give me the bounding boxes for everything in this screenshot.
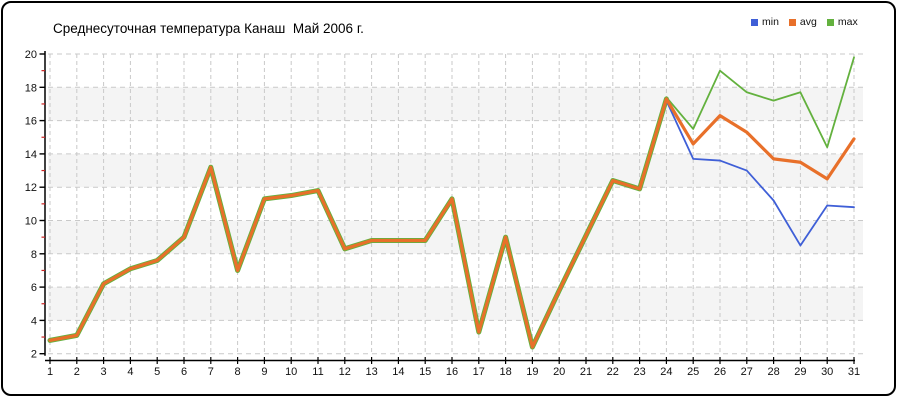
chart-title: Среднесуточная температура Канаш Май 200… [53, 21, 364, 36]
x-tick-label: 16 [446, 366, 458, 378]
legend-item-avg: avg [788, 16, 817, 28]
legend-item-min: min [751, 16, 779, 28]
legend-item-max: max [826, 16, 858, 28]
legend-swatch-avg [788, 18, 796, 26]
y-tick-label: 10 [25, 216, 37, 228]
series-avg-line [48, 97, 856, 349]
y-tick-label: 16 [25, 116, 37, 128]
gridlines [48, 53, 863, 355]
band [48, 153, 863, 188]
y-tick-label: 14 [25, 149, 37, 161]
y-tick-label: 4 [31, 315, 37, 327]
y-tick-label: 8 [31, 249, 37, 261]
x-tick-label: 25 [687, 366, 699, 378]
x-tick-label: 8 [235, 366, 241, 378]
y-tick-label: 6 [31, 282, 37, 294]
y-tick-label: 20 [25, 49, 37, 61]
x-tick-label: 10 [285, 366, 297, 378]
x-tick-label: 9 [261, 366, 267, 378]
x-tick-label: 24 [660, 366, 672, 378]
y-tick-label: 18 [25, 82, 37, 94]
legend-swatch-max [826, 18, 834, 26]
x-tick-label: 7 [208, 366, 214, 378]
x-tick-label: 26 [714, 366, 726, 378]
y-axis: 2 4 6 8 10 12 14 16 18 20 [25, 49, 46, 361]
x-tick-label: 31 [848, 366, 860, 378]
x-tick-label: 29 [794, 366, 806, 378]
x-tick-label: 19 [526, 366, 538, 378]
band [48, 87, 863, 121]
legend: min avg max [751, 16, 858, 28]
x-tick-label: 20 [553, 366, 565, 378]
legend-label-min: min [762, 16, 779, 28]
x-tick-label: 17 [473, 366, 485, 378]
x-tick-label: 23 [633, 366, 645, 378]
x-tick-label: 2 [74, 366, 80, 378]
x-tick-label: 4 [127, 366, 133, 378]
x-tick-label: 15 [419, 366, 431, 378]
legend-label-avg: avg [799, 16, 817, 28]
x-tick-label: 1 [47, 366, 53, 378]
x-tick-label: 21 [580, 366, 592, 378]
chart-window: Среднесуточная температура Канаш Май 200… [1, 1, 896, 396]
x-tick-label: 27 [741, 366, 753, 378]
x-tick-label: 14 [392, 366, 404, 378]
band [48, 287, 863, 321]
x-tick-label: 13 [365, 366, 377, 378]
x-tick-label: 22 [607, 366, 619, 378]
x-tick-label: 18 [499, 366, 511, 378]
y-tick-label: 2 [31, 349, 37, 361]
x-tick-label: 5 [154, 366, 160, 378]
legend-label-max: max [837, 16, 858, 28]
x-tick-label: 3 [101, 366, 107, 378]
x-tick-label: 28 [767, 366, 779, 378]
x-tick-label: 6 [181, 366, 187, 378]
y-tick-label: 12 [25, 182, 37, 194]
x-tick-label: 30 [821, 366, 833, 378]
x-tick-label: 12 [339, 366, 351, 378]
x-tick-label: 11 [312, 366, 323, 378]
x-axis: 1 2 3 4 5 6 7 8 9 10 11 12 13 14 15 16 17 18 19 20 21 22 23 24 2… [45, 357, 860, 378]
legend-swatch-min [751, 18, 758, 26]
